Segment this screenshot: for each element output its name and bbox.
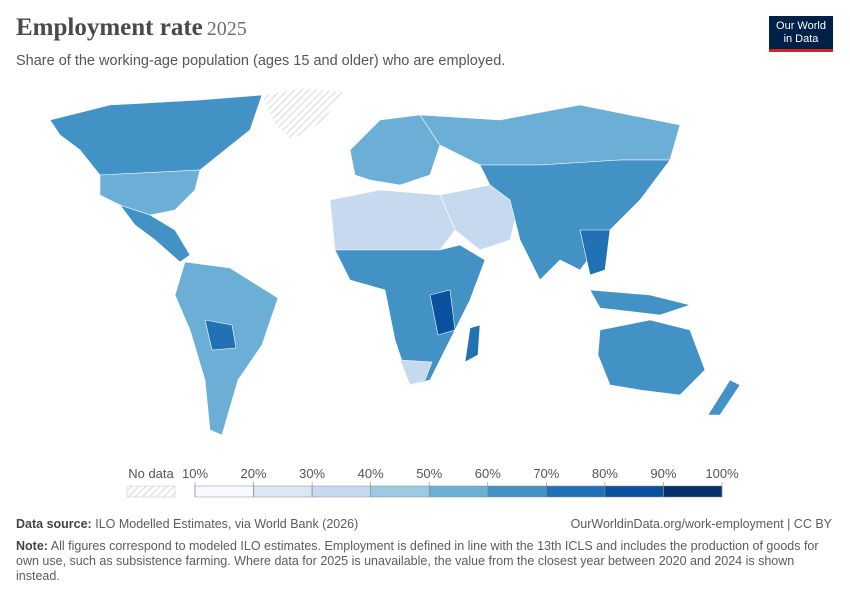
indonesia xyxy=(589,289,692,316)
legend-tick-label: 30% xyxy=(299,466,325,481)
logo-line: Our World xyxy=(776,20,826,32)
legend-tick-label: 20% xyxy=(241,466,267,481)
url[interactable]: OurWorldinData.org/work-employment | CC … xyxy=(570,517,832,531)
southern-africa xyxy=(399,359,433,386)
legend-bin xyxy=(604,485,664,498)
legend-bin xyxy=(253,485,313,498)
asia xyxy=(479,159,671,281)
north-africa xyxy=(329,189,456,256)
no-data-swatch xyxy=(126,485,176,498)
legend-bin xyxy=(487,485,547,498)
source-label: Data source: xyxy=(16,517,92,531)
subtitle: Share of the working-age population (age… xyxy=(16,53,506,69)
map: No data 10% 20% 30% 40% 50% 60% 70% 80% 90% 100% xyxy=(49,87,741,498)
legend-tick-label: 80% xyxy=(592,466,618,481)
no-data-label: No data xyxy=(128,466,174,481)
russia xyxy=(419,104,681,166)
central-america xyxy=(119,204,191,263)
logo-line: in Data xyxy=(783,33,819,45)
legend-bin xyxy=(428,485,489,498)
logo[interactable]: Our World in Data xyxy=(769,16,833,52)
canada xyxy=(49,94,263,176)
bolivia xyxy=(204,319,237,351)
legend-bin xyxy=(546,485,606,498)
new-zealand xyxy=(707,379,741,416)
legend-tick-label: 10% xyxy=(182,466,208,481)
source-text: ILO Modelled Estimates, via World Bank (… xyxy=(95,517,359,531)
legend-tick-label: 50% xyxy=(416,466,442,481)
legend-tick-label: 90% xyxy=(650,466,676,481)
legend-bin xyxy=(194,485,254,498)
note: Note: All figures correspond to modeled … xyxy=(16,539,831,584)
southeast-asia xyxy=(579,229,611,276)
east-africa xyxy=(429,289,456,336)
madagascar xyxy=(464,324,481,363)
countries xyxy=(49,87,741,436)
legend-tick-label: 100% xyxy=(705,466,739,481)
legend-bin xyxy=(663,485,723,498)
africa xyxy=(334,244,486,386)
legend-tick-label: 70% xyxy=(533,466,559,481)
greenland xyxy=(261,87,346,141)
legend-tick-label: 60% xyxy=(475,466,501,481)
legend: No data 10% 20% 30% 40% 50% 60% 70% 80% 90% 100% xyxy=(126,466,739,498)
title-block: Employment rate 2025 xyxy=(16,14,247,42)
australia xyxy=(597,319,706,396)
note-text: All figures correspond to modeled ILO es… xyxy=(16,539,819,583)
legend-tick-label: 40% xyxy=(358,466,384,481)
legend-bin xyxy=(311,485,371,498)
united-states xyxy=(99,169,201,216)
note-label: Note: xyxy=(16,539,48,553)
europe xyxy=(349,114,441,186)
title: Employment rate xyxy=(16,14,203,41)
year: 2025 xyxy=(206,18,247,40)
source: Data source: ILO Modelled Estimates, via… xyxy=(16,517,358,531)
legend-bin xyxy=(370,485,430,498)
